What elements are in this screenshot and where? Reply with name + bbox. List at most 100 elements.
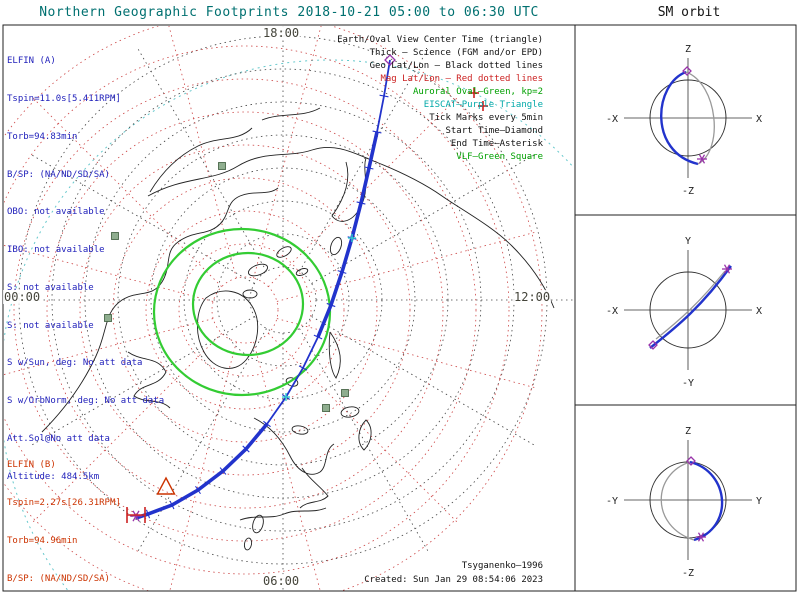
geo-meridian-line	[136, 46, 267, 272]
end-time-asterisk	[132, 510, 140, 522]
sea-outline	[358, 419, 372, 451]
sm-orbit-blue-arc	[649, 265, 732, 349]
track-markers-group	[126, 54, 488, 523]
continent-outline	[147, 146, 555, 309]
5min-tick	[313, 334, 323, 340]
sm-orbit-gray-arc	[685, 71, 715, 165]
start-time-diamond	[686, 456, 696, 466]
mlt-label-18: 18:00	[262, 26, 301, 40]
island-outline	[247, 263, 269, 277]
axis-label-right: Y	[756, 496, 762, 507]
outer-border	[2, 24, 797, 592]
geo-meridian-line	[29, 153, 255, 284]
axis-label-bottom: -Y	[682, 378, 694, 389]
model-credit: Tsyganenko–1996	[461, 561, 543, 571]
axis-label-bottom: -Z	[682, 186, 694, 197]
sm-orbit-title: SM orbit	[657, 5, 721, 20]
mag-latitude-ring	[112, 177, 378, 443]
mag-meridian-line	[268, 333, 458, 523]
elfin-b-line: B/SP: (NA/ND/SD/SA)	[7, 573, 110, 584]
sm-orbit-gray-arc	[655, 270, 726, 340]
legend-line-eiscat: EISCAT–Purple Triangle	[423, 100, 543, 110]
mlt-label-00: 00:00	[3, 290, 42, 304]
continent-outline	[253, 417, 335, 509]
5min-tick	[219, 467, 227, 475]
geo-latitude-ring	[117, 134, 449, 466]
sm-orbit-panels: Z -Z -X X Y -Y -X X Z -Z	[606, 44, 762, 579]
5min-tick	[169, 500, 175, 510]
mlt-label-12: 12:00	[513, 290, 552, 304]
geo-latitude-ring	[150, 167, 416, 433]
legend-line: Thick – Science (FGM and/or EPD)	[369, 48, 543, 58]
earth-circle	[649, 79, 727, 157]
vlf-station-square	[341, 389, 349, 397]
mag-meridian-line	[276, 318, 535, 389]
legend-line-aurora: Auroral Oval–Green, kp=2	[412, 87, 543, 97]
mag-latitude-ring	[4, 45, 510, 575]
axis-label-top: Z	[685, 44, 691, 55]
sea-outline	[340, 406, 360, 418]
elfin-a-info: ELFIN (A) Tspin=11.0s[5.411RPM] Torb=94.…	[7, 30, 164, 509]
island-outline	[243, 537, 253, 551]
geo-meridian-line	[311, 153, 537, 284]
continent-outline	[239, 507, 327, 521]
mag-latitude-ring	[145, 210, 345, 410]
auroral-oval-inner	[191, 251, 305, 357]
geo-meridian-line	[311, 316, 537, 447]
legend-line: Tick Marks every 5min	[429, 113, 543, 123]
axis-label-left: -Y	[606, 496, 618, 507]
elfin-a-line: OBO: not available	[7, 207, 105, 218]
island-outline	[329, 236, 343, 256]
credits: Tsyganenko–1996 Created: Sun Jan 29 08:5…	[293, 559, 543, 587]
elfin-a-line: Altitude: 484.5km	[7, 471, 100, 482]
end-time-asterisk	[698, 154, 706, 164]
elfin-b-info: ELFIN (B) Tspin=2.27s[26.31RPM] Torb=94.…	[7, 434, 164, 600]
view-center-triangle	[156, 476, 176, 495]
axis-label-left: -X	[606, 114, 618, 125]
legend-line: Start Time–Diamond	[445, 126, 543, 136]
island-outline	[242, 289, 258, 299]
page-title: Northern Geographic Footprints 2018-10-2…	[39, 5, 539, 20]
5min-tick	[356, 201, 366, 205]
island-outline	[252, 514, 264, 534]
geo-meridian-line	[136, 328, 267, 554]
start-time-diamond	[384, 54, 396, 66]
elfin-a-line: Att.Sol@No att data	[7, 434, 110, 444]
elfin-a-line: S: not available	[7, 320, 94, 331]
mag-latitude-ring	[178, 243, 312, 377]
legend-line: Geo Lat/Lon – Black dotted lines	[369, 61, 543, 71]
start-time-diamond	[648, 340, 658, 350]
mlt-label-06: 06:00	[262, 574, 301, 588]
sm-orbit-blue-arc	[660, 70, 699, 166]
axis-label-right: X	[756, 114, 762, 125]
elfin-a-line: Tspin=11.0s[5.411RPM]	[7, 93, 121, 104]
mag-meridian-line	[168, 26, 237, 279]
sm-orbit-panel-xz: Z -Z -X X	[606, 44, 762, 197]
plot-frame	[2, 24, 797, 592]
5min-tick	[337, 270, 347, 274]
axis-label-left: -X	[606, 306, 618, 317]
sm-orbit-panel-xy: Y -Y -X X	[606, 236, 762, 389]
mag-latitude-ring	[211, 276, 279, 344]
5min-tick	[298, 365, 308, 371]
panel2-orbit	[648, 264, 732, 350]
legend-line: Earth/Oval View Center Time (triangle)	[337, 35, 543, 45]
mag-meridian-line	[169, 341, 237, 591]
elfin-a-line: S: not available	[7, 282, 94, 293]
island-outline	[328, 331, 341, 379]
axis-label-right: X	[756, 306, 762, 317]
5min-tick	[372, 130, 382, 134]
mag-latitude-ring	[46, 111, 444, 509]
legend-line-mag: Mag Lat/Lon – Red dotted lines	[380, 74, 543, 84]
geo-latitude-ring	[216, 233, 350, 367]
elfin-a-line: B/SP: (NA/ND/SD/SA)	[7, 169, 110, 180]
elfin-a-line: IBO: not available	[7, 245, 105, 256]
elfin-b-line: Torb=94.96min	[7, 535, 78, 546]
5min-tick	[242, 445, 250, 453]
mag-latitude-ring	[79, 144, 411, 476]
sm-orbit-blue-arc	[689, 460, 724, 542]
5min-tick	[263, 420, 271, 428]
5min-tick	[145, 509, 151, 519]
vlf-squares-group	[104, 162, 349, 412]
